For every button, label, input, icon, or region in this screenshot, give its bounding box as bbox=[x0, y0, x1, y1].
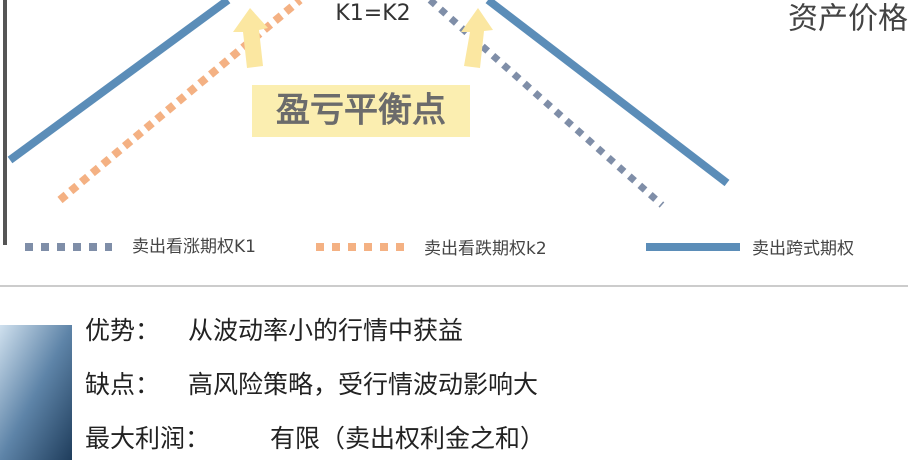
strike-label: K1=K2 bbox=[335, 1, 410, 26]
legend-label: 卖出看跌期权k2 bbox=[424, 239, 547, 259]
detail-text: 高风险策略，受行情波动影响大 bbox=[188, 370, 538, 399]
detail-label: 优势： bbox=[85, 316, 160, 345]
put-line bbox=[57, 0, 303, 204]
detail-label: 缺点： bbox=[85, 370, 160, 399]
axis-label: 资产价格 bbox=[788, 2, 908, 37]
label-box bbox=[252, 85, 470, 137]
building-image bbox=[0, 325, 72, 460]
straddle-line bbox=[7, 0, 231, 164]
detail-label: 最大利润： bbox=[85, 424, 210, 453]
legend-label: 卖出看涨期权K1 bbox=[132, 237, 256, 257]
straddle-line bbox=[485, 0, 730, 187]
arrow bbox=[461, 8, 493, 68]
legend-label: 卖出跨式期权 bbox=[752, 239, 854, 259]
detail-text: 有限（卖出权利金之和） bbox=[270, 424, 545, 453]
detail-text: 从波动率小的行情中获益 bbox=[188, 316, 463, 345]
call-line bbox=[427, 0, 665, 208]
arrow bbox=[233, 8, 268, 68]
breakeven-label: 盈亏平衡点 bbox=[276, 91, 446, 131]
